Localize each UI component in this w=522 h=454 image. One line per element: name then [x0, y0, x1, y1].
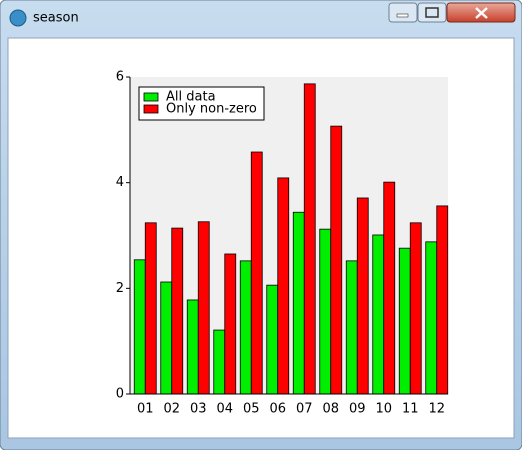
legend-label: Only non-zero	[166, 102, 257, 117]
app-icon	[9, 9, 27, 27]
y-tick-label: 6	[116, 70, 124, 85]
minimize-icon	[396, 13, 409, 18]
bar	[239, 260, 252, 395]
minimize-button[interactable]	[388, 2, 418, 23]
legend-label: All data	[166, 90, 216, 105]
bar	[292, 211, 305, 395]
bar	[277, 177, 290, 395]
bar	[144, 222, 157, 395]
x-tick-label: 10	[375, 402, 392, 417]
x-tick-label: 08	[322, 402, 339, 417]
bar	[186, 299, 199, 395]
x-tick-label: 11	[402, 402, 419, 417]
x-tick-label: 05	[243, 402, 260, 417]
bar	[171, 227, 184, 395]
x-tick-label: 04	[216, 402, 233, 417]
maximize-icon	[425, 7, 439, 18]
x-tick-label: 07	[296, 402, 313, 417]
x-tick-label: 01	[137, 402, 154, 417]
y-tick-label: 2	[116, 281, 124, 296]
x-tick-label: 06	[269, 402, 286, 417]
x-tick-label: 02	[163, 402, 180, 417]
maximize-button[interactable]	[417, 2, 447, 23]
bar	[133, 259, 146, 395]
bar	[160, 281, 173, 395]
legend-swatch	[143, 104, 159, 114]
bar	[356, 197, 369, 395]
bar	[250, 151, 263, 395]
y-tick-label: 4	[116, 175, 124, 190]
bar	[345, 260, 358, 395]
x-tick-label: 12	[428, 402, 445, 417]
bar	[409, 222, 422, 395]
bar	[319, 228, 332, 395]
bar	[303, 83, 316, 395]
x-tick-label: 09	[349, 402, 366, 417]
bar	[372, 234, 385, 395]
legend-box	[138, 86, 265, 121]
bar	[383, 181, 396, 395]
window-title: season	[33, 11, 79, 26]
bar	[436, 205, 449, 395]
y-tick-label: 0	[116, 387, 124, 402]
bar	[425, 241, 438, 395]
bar	[213, 329, 226, 395]
close-icon	[475, 7, 488, 19]
legend-swatch	[143, 92, 159, 102]
bar	[398, 247, 411, 395]
x-tick-label: 03	[190, 402, 207, 417]
bar	[266, 284, 279, 395]
bar	[330, 125, 343, 395]
bar	[224, 253, 237, 395]
bar	[197, 221, 210, 395]
